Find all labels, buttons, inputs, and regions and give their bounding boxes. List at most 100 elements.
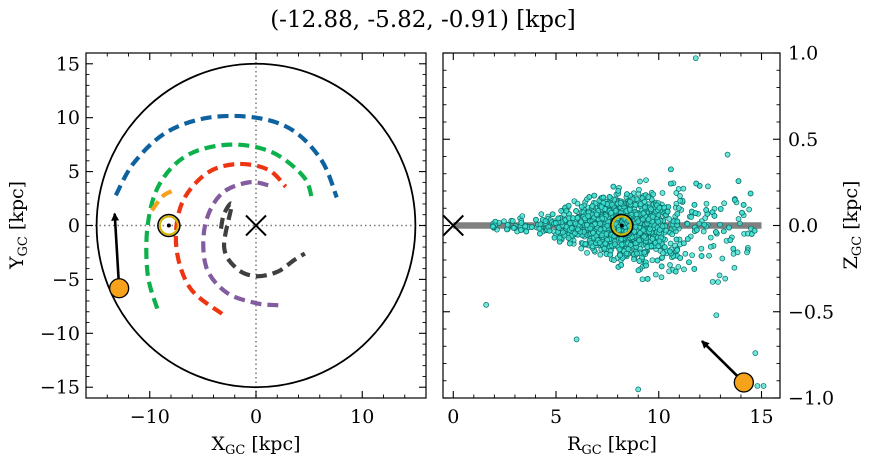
star-point (607, 251, 614, 258)
star-point (703, 200, 710, 207)
spiral-arm-2 (144, 142, 315, 310)
star-point (617, 200, 624, 206)
sun-center-dot (619, 223, 624, 228)
star-point (686, 259, 692, 266)
star-point (565, 235, 572, 241)
star-point (518, 227, 524, 233)
star-point (533, 216, 539, 223)
star-point (599, 232, 605, 239)
star-point (585, 213, 591, 219)
right-panel: 0 5 10 15 1.0 0.5 0.0 −0.5 −1.0 RGC [kpc] ZGC [k… (442, 43, 865, 458)
star-point (509, 218, 516, 224)
star-point (578, 203, 585, 210)
star-point (542, 218, 549, 224)
star-point (643, 177, 649, 184)
y-tick-label: −1.0 (788, 388, 834, 410)
star-point (624, 191, 630, 197)
star-point (593, 211, 600, 218)
star-point (555, 215, 562, 222)
star-point (519, 213, 526, 219)
sun-center-dot (166, 223, 171, 228)
star-point (644, 244, 651, 250)
star-point (682, 250, 689, 257)
star-point (706, 252, 712, 259)
star-point (572, 230, 578, 237)
star-point (563, 207, 570, 214)
star-point (641, 249, 648, 256)
spiral-arm-4 (173, 161, 288, 316)
star-point (721, 200, 727, 207)
star-point (691, 201, 698, 208)
star-point (528, 224, 535, 231)
star-point (734, 249, 741, 256)
x-tick-label: 10 (647, 406, 671, 428)
star-point (597, 226, 604, 233)
star-point (680, 240, 687, 247)
star-point (574, 215, 581, 221)
star-point (698, 253, 705, 259)
star-point (551, 234, 558, 241)
figure-title: (-12.88, -5.82, -0.91) [kpc] (270, 7, 576, 33)
star-point (591, 192, 598, 199)
star-point (760, 383, 767, 389)
star-point (636, 237, 642, 244)
star-point (601, 245, 608, 252)
y-tick-label: −0.5 (788, 301, 834, 323)
star-point (707, 234, 714, 241)
star-point (751, 227, 758, 234)
star-point (722, 275, 729, 282)
star-point (674, 247, 681, 253)
star-point (654, 257, 661, 264)
star-point (701, 221, 708, 228)
star-point (635, 218, 642, 225)
left-axes-frame (85, 52, 427, 399)
star-point (673, 190, 680, 196)
star-point (546, 227, 553, 234)
star-point (689, 252, 695, 259)
star-point (625, 246, 632, 252)
star-point (650, 191, 657, 198)
star-point (578, 219, 584, 225)
star-point (655, 218, 661, 225)
star-point (489, 223, 496, 230)
star-point (667, 262, 673, 268)
star-point (567, 220, 573, 226)
star-point (754, 383, 761, 389)
star-point (656, 238, 663, 245)
star-point (637, 230, 643, 236)
star-point (672, 268, 679, 275)
star-point (586, 194, 593, 200)
star-point (664, 208, 671, 215)
star-point (692, 210, 699, 216)
star-point (681, 266, 687, 273)
star-point (504, 221, 511, 228)
star-point (596, 239, 603, 246)
star-point (658, 274, 665, 281)
star-point (660, 250, 666, 256)
y-tick-label: 0 (68, 215, 80, 237)
star-point (632, 201, 639, 208)
star-point (522, 223, 529, 230)
star-point (575, 226, 581, 233)
star-point (739, 209, 745, 216)
star-point (635, 386, 642, 393)
star-point (610, 183, 617, 190)
star-point (645, 194, 652, 201)
star-point (510, 224, 517, 231)
star-point (608, 210, 614, 216)
star-point (649, 213, 656, 220)
y-tick-label: 0.0 (788, 215, 818, 237)
star-point (666, 216, 673, 222)
left-x-axis-label: XGC [kpc] (211, 433, 300, 458)
star-point (740, 202, 747, 208)
star-point (618, 241, 625, 248)
star-point (713, 312, 720, 319)
star-point (696, 220, 703, 227)
star-point (578, 245, 585, 252)
star-point (727, 237, 734, 243)
star-point (483, 302, 490, 308)
galaxy-boundary-circle (95, 62, 417, 389)
star-point (597, 220, 603, 227)
star-point (589, 203, 596, 209)
star-point (655, 243, 662, 250)
